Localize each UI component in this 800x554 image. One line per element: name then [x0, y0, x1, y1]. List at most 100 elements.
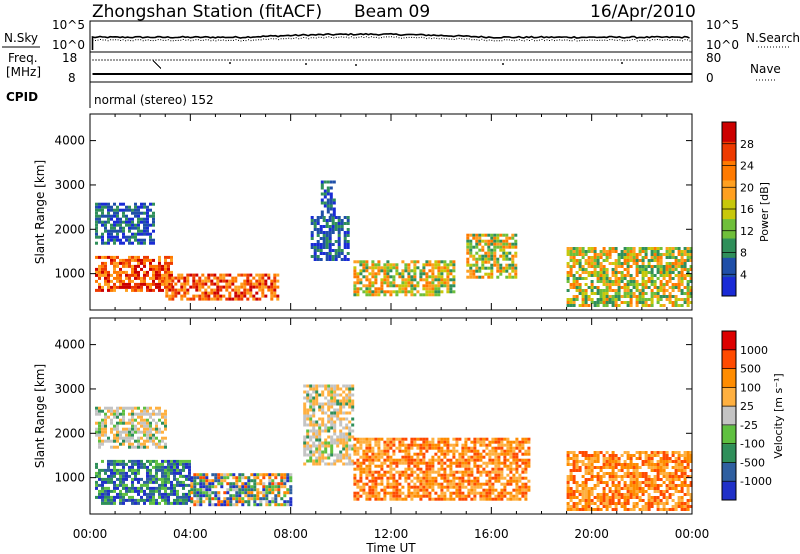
velocity-colorbar: 1000 500 100 25 -25 -100 -500 -1000 — [721, 330, 772, 501]
y-tick-label: 3000 — [54, 382, 85, 396]
y-tick-label: 2000 — [54, 426, 85, 440]
colorbar-tick-label: 4 — [740, 268, 747, 281]
echo-region — [190, 473, 293, 507]
x-tick-label: 12:00 — [374, 527, 409, 541]
nsearch-label: N.Search — [746, 31, 800, 45]
colorbar-swatch — [722, 218, 736, 239]
nsky-series — [91, 32, 691, 50]
y-tick-label: 1000 — [54, 267, 85, 281]
velocity-colorbar-label: Velocity [m s⁻¹] — [772, 373, 785, 458]
colorbar-swatch — [722, 122, 736, 142]
colorbar-swatch — [722, 257, 736, 278]
colorbar-swatch — [722, 141, 736, 162]
colorbar-swatch — [722, 406, 736, 426]
echo-region — [566, 451, 693, 511]
colorbar-frame — [721, 330, 737, 501]
colorbar-swatch — [722, 331, 736, 351]
colorbar-tick-label: 1000 — [740, 344, 768, 357]
echo-region — [95, 406, 167, 449]
cpid-panel: CPID normal (stereo) 152 — [6, 82, 214, 108]
colorbar-tick-label: 12 — [740, 225, 754, 238]
nave-right-tick-top: 80 — [706, 51, 721, 65]
x-tick-label: 08:00 — [273, 527, 308, 541]
colorbar-tick-label: -1000 — [740, 475, 772, 488]
power-axes: 1000 2000 3000 4000 — [54, 114, 693, 310]
nsky-right-tick-top: 10^5 — [706, 18, 739, 32]
velocity-y-axis-label: Slant Range [km] — [33, 364, 47, 468]
freq-label: Freq. — [8, 51, 38, 65]
colorbar-tick-label: 25 — [740, 400, 754, 413]
colorbar-swatch — [722, 276, 736, 297]
x-tick-label: 00:00 — [73, 527, 108, 541]
echo-region — [95, 255, 173, 292]
y-tick-label: 4000 — [54, 338, 85, 352]
colorbar-swatch — [722, 443, 736, 463]
colorbar-tick-label: -500 — [740, 456, 765, 469]
date-title: 16/Apr/2010 — [590, 2, 696, 22]
freq-panel: Freq. [MHz] 18 8 80 0 Nave — [6, 51, 781, 85]
colorbar-tick-label: 24 — [740, 160, 754, 173]
power-y-axis-label: Slant Range [km] — [33, 160, 47, 264]
nsky-right-tick-bottom: 10^0 — [706, 38, 739, 52]
nsearch-dots — [92, 36, 691, 42]
nave-label: Nave — [750, 62, 781, 76]
freq-left-tick-bottom: 8 — [68, 71, 76, 85]
power-heatmap — [95, 180, 693, 307]
echo-region — [95, 202, 155, 245]
echo-region — [303, 384, 355, 466]
nsky-label: N.Sky — [4, 31, 38, 45]
velocity-axes: 1000 2000 3000 4000 — [54, 318, 693, 514]
velocity-heatmap — [95, 384, 693, 511]
colorbar-swatch — [722, 368, 736, 388]
freq-dips — [153, 60, 623, 69]
station-title: Zhongshan Station (fitACF) — [92, 2, 322, 22]
x-tick-label: 20:00 — [574, 527, 609, 541]
cpid-mode-text: normal (stereo) 152 — [94, 93, 214, 107]
colorbar-tick-label: -25 — [740, 419, 758, 432]
colorbar-swatch — [722, 481, 736, 501]
colorbar-tick-label: 28 — [740, 138, 754, 151]
nsky-panel: N.Sky 10^5 10^0 10^5 10^0 N.Search — [2, 18, 800, 53]
power-colorbar: 4 8 12 16 20 24 28 — [721, 121, 754, 297]
velocity-panel: 1000 2000 3000 4000 Slant Range [km] 1000 50… — [33, 317, 785, 515]
power-panel: 1000 2000 3000 4000 Slant Range [km] 4 8 12 16… — [33, 113, 771, 311]
echo-region — [95, 459, 191, 505]
colorbar-tick-label: 16 — [740, 203, 754, 216]
echo-region — [310, 216, 350, 261]
x-tick-label: 04:00 — [173, 527, 208, 541]
colorbar-tick-label: -100 — [740, 438, 765, 451]
colorbar-tick-label: 500 — [740, 363, 761, 376]
colorbar-tick-label: 100 — [740, 381, 761, 394]
y-tick-label: 3000 — [54, 178, 85, 192]
nave-right-tick-bottom: 0 — [706, 71, 714, 85]
echo-region — [466, 233, 518, 279]
colorbar-swatch — [722, 160, 736, 181]
beam-title: Beam 09 — [354, 2, 430, 22]
echo-region — [353, 260, 456, 297]
echo-region — [353, 437, 531, 501]
x-axis-label: Time UT — [365, 541, 416, 554]
colorbar-swatch — [722, 180, 736, 200]
colorbar-tick-label: 8 — [740, 247, 747, 260]
y-tick-label: 2000 — [54, 222, 85, 236]
nsky-left-tick-bottom: 10^0 — [52, 38, 85, 52]
freq-series — [92, 59, 692, 75]
y-tick-label: 1000 — [54, 471, 85, 485]
nsky-left-tick-top: 10^5 — [52, 18, 85, 32]
colorbar-tick-label: 20 — [740, 181, 754, 194]
nsky-line — [91, 32, 690, 50]
colorbar-swatch — [722, 462, 736, 482]
echo-region — [320, 180, 336, 217]
colorbar-swatch — [722, 424, 736, 445]
colorbar-swatch — [722, 238, 736, 258]
power-colorbar-label: Power [dB] — [758, 182, 771, 242]
x-tick-label: 16:00 — [474, 527, 509, 541]
colorbar-swatch — [722, 349, 736, 370]
colorbar-swatch — [722, 387, 736, 407]
freq-left-tick-top: 18 — [62, 51, 77, 65]
x-tick-label: 00:00 — [675, 527, 710, 541]
y-tick-label: 4000 — [54, 134, 85, 148]
echo-region — [566, 247, 693, 307]
echo-region — [165, 273, 280, 301]
